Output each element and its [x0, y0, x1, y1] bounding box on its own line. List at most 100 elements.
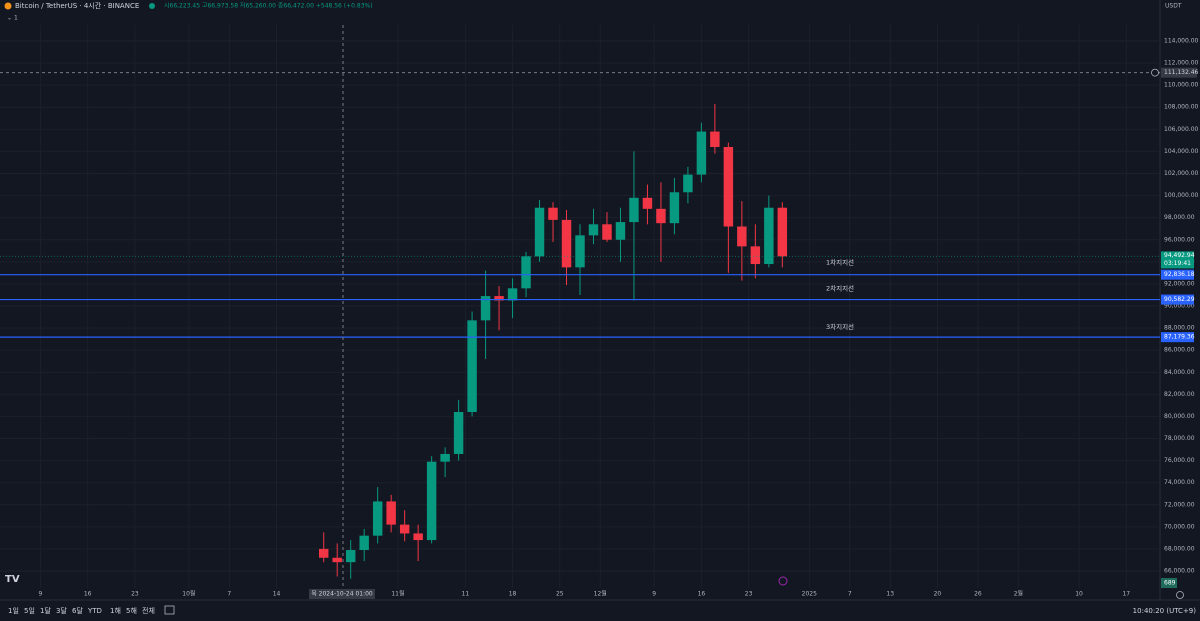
support-price-box — [1161, 294, 1194, 305]
x-tick-label: 11 — [462, 591, 470, 598]
collapse-toggle[interactable]: ⌄ — [7, 15, 12, 22]
support-price: 87,179.36 — [1164, 334, 1195, 341]
ohlc: 시66,223.45 고66,973.58 저65,260.00 종66,472… — [164, 2, 373, 10]
x-tick-label: 11월 — [391, 590, 404, 598]
crosshair-time-box — [309, 589, 375, 599]
crosshair-price-box — [1161, 67, 1197, 78]
toolbar: 1일 5일 1달 3달 6달 YTD 1해 5해 전체 — [8, 606, 155, 615]
candle-body — [548, 207, 558, 220]
x-tick-label: 18 — [509, 591, 517, 598]
x-tick-label: 13 — [886, 591, 894, 598]
event-marker[interactable] — [778, 576, 788, 586]
y-tick-label: 96,000.00 — [1164, 236, 1195, 243]
candle-body — [710, 131, 720, 147]
x-tick-label: 14 — [273, 591, 281, 598]
candle-body — [777, 207, 788, 257]
y-tick-label: 82,000.00 — [1164, 391, 1195, 398]
y-tick-label: 76,000.00 — [1164, 457, 1195, 464]
x-tick-label: 9 — [39, 591, 43, 598]
candle-body — [656, 208, 666, 224]
y-tick-label: 102,000.00 — [1164, 170, 1199, 177]
range-button[interactable]: 5일 — [24, 606, 35, 615]
y-tick-label: 84,000.00 — [1164, 369, 1195, 376]
x-tick-label: 12월 — [594, 590, 607, 598]
candle-body — [494, 296, 504, 301]
candle-body — [399, 524, 410, 534]
y-tick-label: 112,000.00 — [1164, 60, 1199, 67]
range-button[interactable]: 6달 — [72, 607, 83, 615]
y-tick-label: 88,000.00 — [1164, 325, 1195, 332]
range-button[interactable]: 1달 — [40, 607, 51, 615]
candle-body — [629, 197, 639, 223]
currency[interactable]: USDT — [1165, 3, 1182, 10]
y-tick-label: 68,000.00 — [1164, 545, 1195, 552]
logo[interactable]: TV — [5, 574, 20, 585]
candle-body — [359, 535, 369, 551]
candle-body — [723, 146, 734, 227]
range-button[interactable]: 3달 — [56, 607, 67, 615]
y-tick-label: 90,000.00 — [1164, 303, 1195, 310]
candle-body — [750, 246, 761, 265]
candle-body — [413, 533, 423, 541]
y-tick-label: 106,000.00 — [1164, 126, 1199, 133]
range-button[interactable]: YTD — [87, 607, 102, 615]
last-price-box — [1161, 251, 1194, 269]
settings[interactable] — [1176, 591, 1184, 599]
candle-body — [386, 501, 396, 525]
x-tick-label: 10 — [1075, 591, 1083, 598]
candle-body — [575, 235, 585, 268]
x-tick-label: 7 — [227, 591, 231, 598]
countdown: 03:19:41 — [1164, 260, 1191, 267]
support-price: 90,582.29 — [1164, 296, 1195, 303]
candle-body — [615, 222, 626, 240]
candle-body — [602, 224, 612, 240]
candle-body — [319, 548, 329, 558]
candle-body — [453, 412, 464, 454]
clock: 10:40:20 (UTC+9) — [1133, 607, 1197, 615]
candle-body — [467, 320, 477, 413]
y-tick-label: 78,000.00 — [1164, 435, 1195, 442]
x-tick-label: 7 — [848, 591, 852, 598]
x-tick-label: 9 — [652, 591, 656, 598]
candle-body — [440, 453, 450, 462]
crosshair-time: 목 2024-10-24 01:00 — [311, 591, 373, 598]
candle-body — [372, 501, 383, 536]
x-tick-label: 23 — [745, 591, 753, 598]
add-alert[interactable] — [1151, 68, 1159, 77]
candle-body — [561, 219, 572, 268]
support-name: 1차지지선 — [826, 258, 854, 267]
candle-body — [669, 192, 680, 224]
candle-body — [696, 131, 707, 175]
x-tick-label: 2025 — [802, 591, 817, 598]
range-button[interactable]: 전체 — [142, 606, 155, 615]
x-tick-label: 2월 — [1014, 590, 1023, 598]
support-name: 2차지지선 — [826, 284, 854, 293]
candle-body — [521, 256, 531, 289]
support-price: 92,836.18 — [1164, 271, 1195, 278]
x-tick-label: 17 — [1122, 591, 1130, 598]
crosshair-price: 111,132.46 — [1164, 69, 1199, 76]
last-price: 94,492.94 — [1164, 252, 1195, 259]
candle-body — [737, 226, 747, 247]
y-tick-label: 98,000.00 — [1164, 214, 1195, 221]
support-name: 3차지지선 — [826, 322, 854, 331]
y-tick-label: 86,000.00 — [1164, 347, 1195, 354]
x-tick-label: 16 — [84, 591, 92, 598]
y-tick-label: 108,000.00 — [1164, 104, 1199, 111]
range-button[interactable]: 5해 — [126, 606, 137, 615]
x-tick-label: 26 — [974, 591, 982, 598]
range-button[interactable]: 1해 — [110, 606, 121, 615]
y-tick-label: 104,000.00 — [1164, 148, 1199, 155]
symbol[interactable]: Bitcoin / TetherUS · 4시간 · BINANCE — [15, 1, 139, 10]
x-tick-label: 20 — [934, 591, 942, 598]
x-tick-label: 16 — [698, 591, 706, 598]
y-tick-label: 70,000.00 — [1164, 523, 1195, 530]
candle-body — [534, 207, 545, 257]
indicator-count[interactable]: 1 — [14, 15, 18, 22]
date-range-button[interactable] — [164, 605, 175, 615]
range-button[interactable]: 1일 — [8, 606, 19, 615]
candle-body — [426, 461, 437, 541]
y-tick-label: 74,000.00 — [1164, 479, 1195, 486]
support-price-box — [1161, 332, 1194, 343]
